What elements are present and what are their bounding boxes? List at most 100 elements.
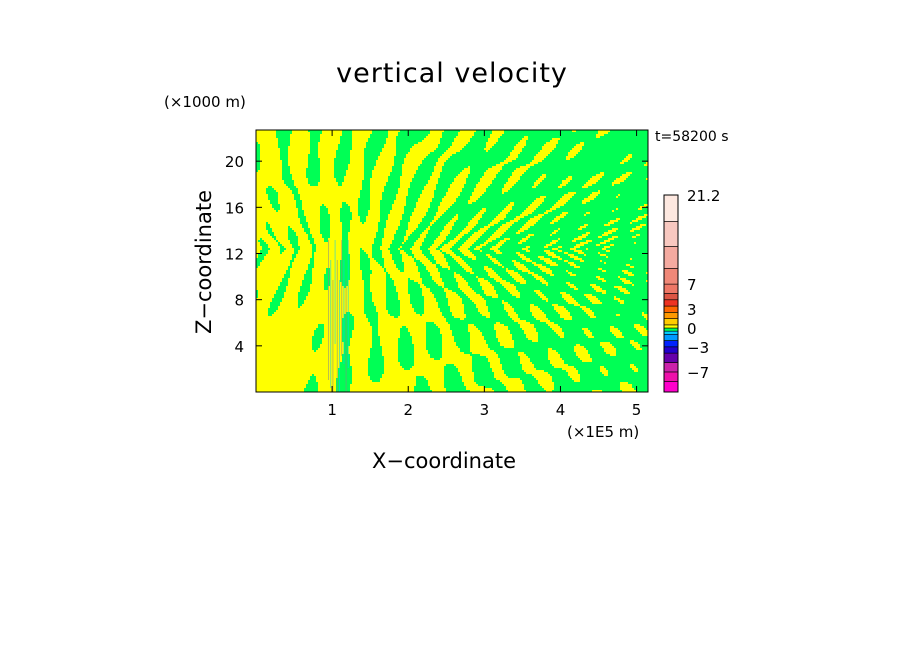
field-cell [454, 260, 456, 272]
field-cell [492, 146, 494, 166]
field-cell [534, 292, 536, 306]
field-cell [522, 218, 524, 226]
field-cell [314, 330, 316, 352]
field-cell [282, 130, 284, 180]
field-cell [284, 274, 286, 292]
field-cell [618, 290, 620, 298]
field-cell [514, 280, 516, 286]
field-cell [610, 332, 612, 344]
field-cell [452, 316, 454, 336]
field-cell [616, 230, 618, 236]
field-cell [500, 346, 502, 364]
field-cell [544, 300, 546, 314]
field-cell [352, 316, 354, 330]
field-cell [584, 228, 586, 234]
field-cell [618, 220, 620, 276]
field-cell [458, 152, 460, 174]
field-cell [610, 246, 612, 326]
field-cell [368, 258, 370, 322]
field-cell [408, 236, 410, 256]
field-cell [402, 326, 404, 368]
field-cell [508, 212, 510, 222]
field-cell [446, 130, 448, 150]
field-cell [586, 236, 588, 240]
field-cell [412, 254, 414, 258]
field-cell [442, 214, 444, 230]
field-cell [502, 220, 504, 224]
field-cell [498, 222, 500, 228]
field-cell [612, 356, 614, 392]
field-cell [390, 278, 392, 316]
field-cell [416, 260, 418, 266]
field-cell [580, 254, 582, 258]
field-cell [638, 230, 640, 234]
field-cell [582, 228, 584, 234]
field-cell [638, 332, 640, 344]
field-cell [376, 130, 378, 160]
x-tick-label: 1 [327, 401, 337, 419]
field-cell [586, 250, 588, 294]
field-cell [404, 130, 406, 158]
field-cell [640, 350, 642, 392]
field-cell [510, 348, 512, 378]
field-cell [626, 284, 628, 290]
field-cell [578, 248, 580, 250]
field-cell [288, 166, 290, 188]
field-cell [300, 200, 302, 224]
field-cell [472, 244, 474, 254]
field-cell [416, 228, 418, 240]
field-cell [550, 266, 552, 270]
field-cell [464, 294, 466, 314]
field-cell [500, 136, 502, 162]
field-cell [478, 282, 480, 294]
field-cell [444, 240, 446, 244]
colorbar-level [663, 333, 679, 341]
field-cell [438, 144, 440, 158]
field-cell [568, 264, 570, 272]
field-cell [398, 250, 400, 270]
field-cell [414, 258, 416, 262]
field-cell [598, 270, 600, 276]
colorbar-label: −7 [687, 364, 709, 382]
field-cell [474, 202, 476, 216]
field-cell [444, 252, 446, 258]
field-cell [618, 316, 620, 330]
field-cell [590, 286, 592, 294]
field-cell [576, 306, 578, 344]
field-cell [370, 270, 372, 274]
field-cell [454, 244, 456, 254]
field-cell [514, 184, 516, 218]
field-cell [412, 344, 414, 366]
plot-frame [255, 129, 649, 393]
field-cell [628, 176, 630, 264]
field-cell [602, 256, 604, 270]
field-cell [570, 288, 572, 296]
field-cell [490, 250, 492, 256]
field-cell [524, 272, 526, 280]
field-cell [456, 242, 458, 256]
field-cell [642, 130, 644, 206]
field-cell [314, 244, 316, 252]
field-cell [564, 320, 566, 364]
field-cell [514, 296, 516, 312]
field-cell [512, 130, 514, 150]
field-cell [522, 242, 524, 248]
field-cell [292, 180, 294, 194]
field-cell [586, 244, 588, 248]
field-cell [592, 184, 594, 192]
field-cell [588, 186, 590, 196]
field-cell [570, 198, 572, 248]
field-cell [488, 318, 490, 348]
field-streak [336, 260, 338, 392]
field-cell [394, 234, 396, 264]
field-cell [630, 284, 632, 340]
field-cell [398, 132, 400, 188]
field-cell [566, 254, 568, 260]
field-cell [634, 238, 636, 242]
field-cell [508, 162, 510, 178]
field-cell [462, 320, 464, 352]
field-cell [604, 236, 606, 240]
field-cell [466, 234, 468, 240]
colorbar-level [663, 381, 679, 393]
field-cell [504, 348, 506, 374]
